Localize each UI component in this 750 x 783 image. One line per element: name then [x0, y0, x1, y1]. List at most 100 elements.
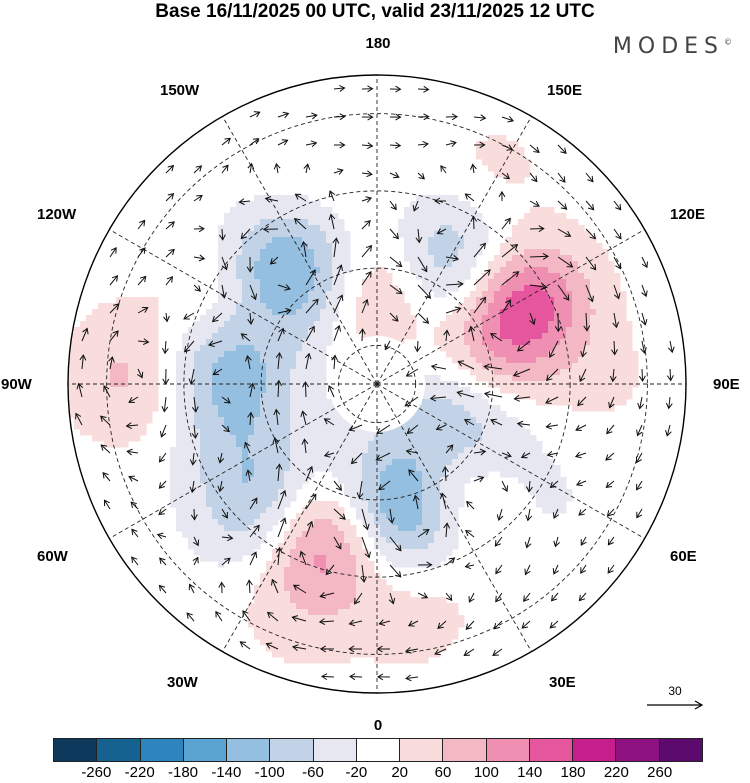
anomaly-cell [308, 249, 315, 256]
anomaly-cell [236, 315, 243, 322]
anomaly-cell [332, 597, 339, 604]
anomaly-cell [290, 429, 297, 436]
anomaly-cell [380, 537, 387, 544]
anomaly-cell [248, 393, 255, 400]
anomaly-cell [236, 483, 243, 490]
anomaly-cell [260, 369, 267, 376]
anomaly-cell [296, 573, 303, 580]
anomaly-cell [296, 363, 303, 370]
anomaly-cell [326, 213, 333, 220]
anomaly-cell [524, 231, 531, 238]
anomaly-cell [476, 315, 483, 322]
anomaly-cell [602, 399, 609, 406]
lon-label-150w: 150W [160, 82, 200, 99]
anomaly-cell [248, 495, 255, 502]
anomaly-cell [530, 267, 537, 274]
anomaly-cell [368, 441, 375, 448]
wind-arrow-icon [221, 137, 231, 146]
anomaly-cell [320, 579, 327, 586]
anomaly-cell [272, 507, 279, 514]
anomaly-cell [260, 339, 267, 346]
anomaly-cell [416, 213, 423, 220]
anomaly-cell [224, 417, 231, 424]
anomaly-cell [260, 333, 267, 340]
anomaly-cell [320, 261, 327, 268]
anomaly-cell [302, 339, 309, 346]
anomaly-cell [524, 441, 531, 448]
anomaly-cell [128, 387, 135, 394]
anomaly-cell [362, 447, 369, 454]
anomaly-cell [200, 345, 207, 352]
anomaly-cell [452, 345, 459, 352]
wind-arrow-icon [496, 508, 504, 521]
colorbar-tick-label: -20 [345, 764, 368, 781]
anomaly-cell [488, 159, 495, 166]
anomaly-cell [386, 525, 393, 532]
anomaly-cell [548, 387, 555, 394]
anomaly-cell [176, 477, 183, 484]
anomaly-cell [314, 519, 321, 526]
anomaly-cell [350, 615, 357, 622]
anomaly-cell [266, 273, 273, 280]
anomaly-cell [146, 393, 153, 400]
anomaly-cell [482, 345, 489, 352]
anomaly-cell [626, 363, 633, 370]
anomaly-cell [626, 387, 633, 394]
anomaly-cell [116, 387, 123, 394]
anomaly-cell [596, 303, 603, 310]
anomaly-cell [506, 165, 513, 172]
anomaly-cell [590, 321, 597, 328]
anomaly-cell [302, 513, 309, 520]
anomaly-cell [404, 645, 411, 652]
anomaly-cell [242, 387, 249, 394]
anomaly-cell [464, 417, 471, 424]
anomaly-cell [170, 477, 177, 484]
anomaly-cell [272, 603, 279, 610]
anomaly-cell [128, 297, 135, 304]
anomaly-cell [428, 201, 435, 208]
anomaly-cell [236, 537, 243, 544]
anomaly-cell [314, 333, 321, 340]
anomaly-cell [284, 279, 291, 286]
anomaly-cell [242, 435, 249, 442]
anomaly-cell [80, 345, 87, 352]
anomaly-cell [332, 291, 339, 298]
anomaly-cell [206, 519, 213, 526]
anomaly-cell [224, 471, 231, 478]
anomaly-cell [272, 561, 279, 568]
anomaly-cell [254, 489, 261, 496]
anomaly-cell [446, 537, 453, 544]
anomaly-cell [404, 519, 411, 526]
anomaly-cell [548, 297, 555, 304]
anomaly-cell [296, 543, 303, 550]
anomaly-cell [248, 543, 255, 550]
wind-arrow-icon [193, 165, 203, 174]
anomaly-cell [188, 369, 195, 376]
wind-arrow-icon [549, 620, 559, 629]
anomaly-cell [272, 369, 279, 376]
anomaly-cell [146, 405, 153, 412]
meridian-line [109, 229, 378, 385]
anomaly-cell [368, 321, 375, 328]
anomaly-cell [632, 369, 639, 376]
anomaly-cell [272, 411, 279, 418]
anomaly-cell [452, 285, 459, 292]
wind-arrow-icon [557, 228, 572, 237]
anomaly-cell [212, 453, 219, 460]
anomaly-cell [572, 339, 579, 346]
anomaly-cell [614, 273, 621, 280]
anomaly-cell [266, 465, 273, 472]
anomaly-cell [554, 393, 561, 400]
wind-arrow-icon [440, 165, 447, 174]
anomaly-cell [260, 345, 267, 352]
anomaly-cell [92, 405, 99, 412]
anomaly-cell [194, 471, 201, 478]
anomaly-cell [104, 405, 111, 412]
anomaly-cell [500, 321, 507, 328]
anomaly-cell [182, 495, 189, 502]
anomaly-cell [410, 561, 417, 568]
anomaly-cell [512, 417, 519, 424]
anomaly-cell [356, 615, 363, 622]
